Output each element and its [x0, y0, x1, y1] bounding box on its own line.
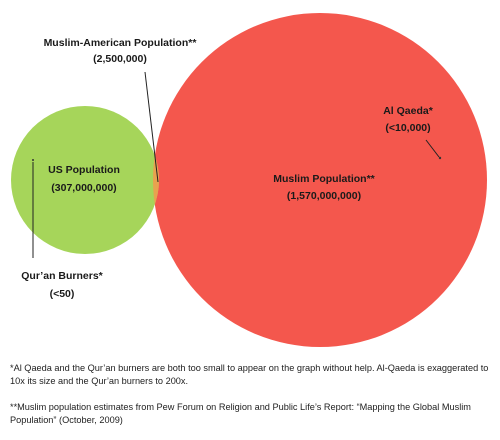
al-qaeda-dot: [438, 156, 442, 160]
footnote-small-groups: *Al Qaeda and the Qur’an burners are bot…: [10, 363, 489, 386]
muslim-population-value: (1,570,000,000): [287, 190, 361, 202]
al-qaeda-leader-line: [425, 139, 440, 158]
footnote-source: **Muslim population estimates from Pew F…: [10, 402, 471, 425]
al-qaeda-value: (<10,000): [385, 122, 430, 134]
quran-burners-label: Qur’an Burners*: [21, 270, 103, 282]
al-qaeda-label: Al Qaeda*: [383, 105, 434, 117]
us-population-value: (307,000,000): [51, 182, 116, 194]
muslim-american-value: (2,500,000): [93, 53, 147, 65]
muslim-american-label: Muslim-American Population**: [44, 37, 198, 49]
quran-burners-value: (<50): [50, 288, 75, 300]
quran-burners-dot: [32, 159, 34, 161]
muslim-population-circle: [153, 13, 487, 347]
muslim-population-label: Muslim Population**: [273, 173, 375, 185]
us-population-circle: [11, 106, 159, 254]
muslim-american-leader-line: [144, 71, 159, 183]
us-population-label: US Population: [48, 164, 120, 176]
